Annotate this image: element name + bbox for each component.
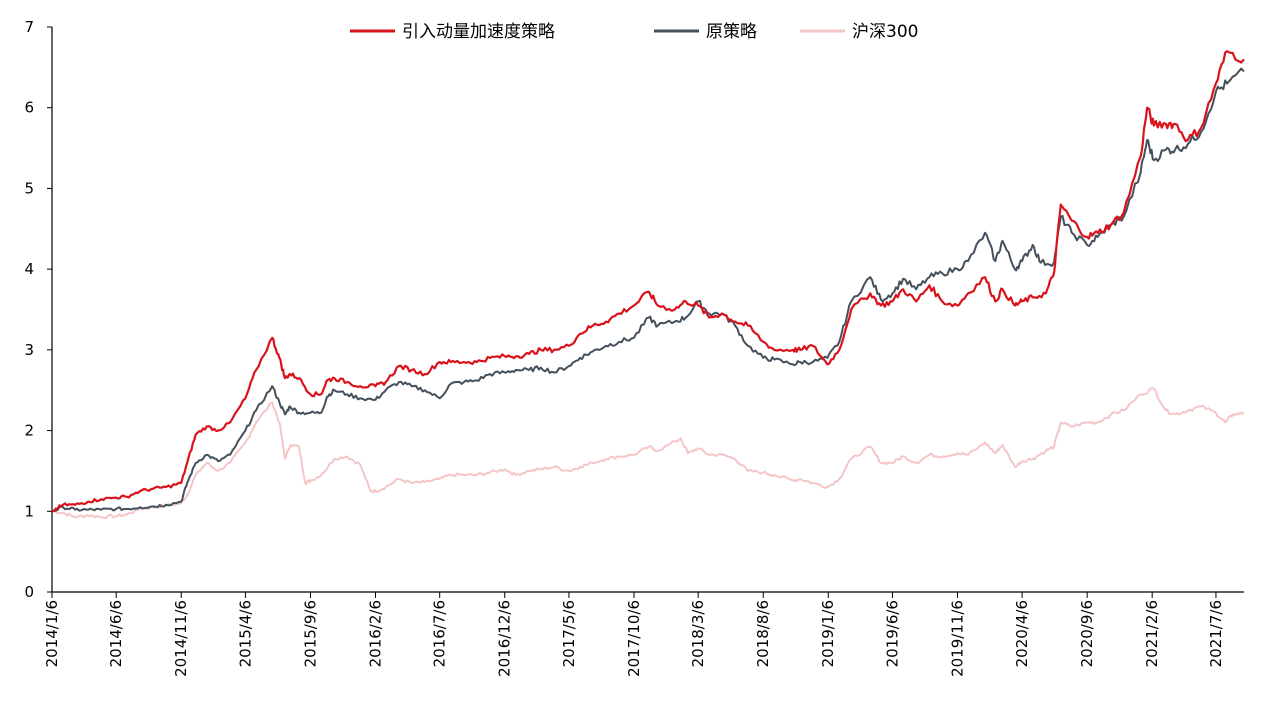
x-tick-label: 2021/7/6 — [1207, 600, 1225, 667]
y-tick-label: 6 — [24, 99, 34, 117]
series-line-1 — [51, 67, 1245, 513]
y-tick-label: 1 — [24, 502, 34, 520]
x-axis: 2014/1/6 2014/6/6 2014/11/6 2015/4/6 2015/9/… — [43, 591, 1244, 677]
x-tick-label: 2014/1/6 — [43, 600, 61, 667]
x-tick-label: 2016/12/6 — [496, 600, 514, 677]
x-tick-label: 2017/5/6 — [560, 600, 578, 667]
legend-label-1: 原策略 — [706, 22, 757, 42]
x-tick-label: 2014/11/6 — [172, 600, 190, 677]
x-tick-label: 2021/2/6 — [1143, 600, 1161, 667]
series-line-0 — [51, 387, 1245, 520]
x-tick-label: 2014/6/6 — [107, 600, 125, 667]
y-tick-label: 0 — [24, 583, 34, 601]
x-tick-label: 2020/4/6 — [1013, 600, 1031, 667]
legend: 引入动量加速度策略 原策略 沪深300 — [350, 22, 918, 42]
y-tick-label: 4 — [24, 260, 34, 278]
x-tick-label: 2018/3/6 — [689, 600, 707, 667]
x-tick-label: 2018/8/6 — [754, 600, 772, 667]
x-tick-label: 2019/11/6 — [948, 600, 966, 677]
y-axis: 0 1 2 3 4 5 6 7 — [24, 18, 53, 601]
series-layer — [51, 50, 1245, 520]
y-tick-label: 7 — [24, 18, 34, 36]
x-tick-label: 2016/7/6 — [431, 600, 449, 667]
x-tick-label: 2019/6/6 — [883, 600, 901, 667]
x-tick-label: 2015/9/6 — [301, 600, 319, 667]
x-tick-label: 2015/4/6 — [236, 600, 254, 667]
legend-label-0: 沪深300 — [852, 22, 918, 42]
x-tick-label: 2017/10/6 — [625, 600, 643, 677]
x-tick-label: 2020/9/6 — [1078, 600, 1096, 667]
legend-label-2: 引入动量加速度策略 — [402, 22, 555, 42]
x-tick-label: 2016/2/6 — [367, 600, 385, 667]
series-line-2 — [51, 50, 1245, 513]
y-tick-label: 3 — [24, 341, 34, 359]
x-tick-label: 2019/1/6 — [819, 600, 837, 667]
y-tick-label: 5 — [24, 179, 34, 197]
y-tick-label: 2 — [24, 422, 34, 440]
